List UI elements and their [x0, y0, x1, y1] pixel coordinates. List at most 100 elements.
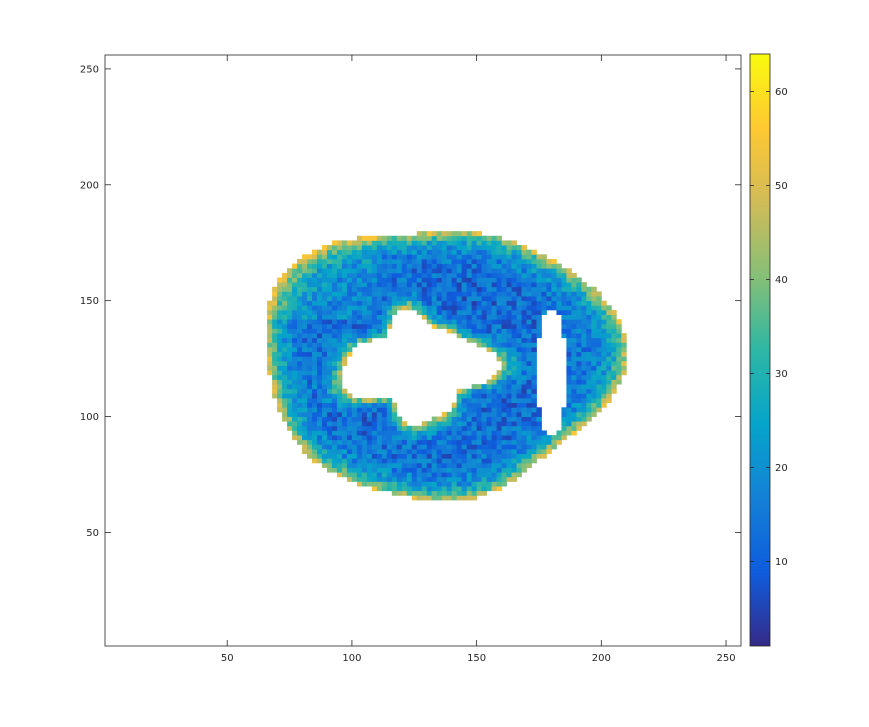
heatmap-cell: [282, 286, 288, 292]
heatmap-cell: [456, 407, 463, 413]
heatmap-cell: [386, 254, 393, 260]
heatmap-cell: [441, 291, 448, 297]
heatmap-cell: [521, 351, 527, 357]
heatmap-cell: [496, 449, 502, 455]
heatmap-cell: [267, 328, 273, 334]
heatmap-cell: [321, 351, 328, 357]
heatmap-cell: [381, 435, 388, 441]
heatmap-cell: [426, 291, 433, 297]
heatmap-cell: [351, 453, 358, 459]
heatmap-cell: [371, 309, 378, 315]
heatmap-cell: [436, 430, 443, 436]
heatmap-cell: [302, 444, 308, 450]
heatmap-cell: [287, 351, 293, 357]
heatmap-cell: [501, 370, 507, 376]
plot-frame: [104, 54, 742, 647]
heatmap-cell: [307, 305, 313, 311]
heatmap-cell: [431, 416, 438, 422]
heatmap-cell: [476, 453, 483, 459]
heatmap-cell: [526, 286, 532, 292]
heatmap-cell: [461, 416, 468, 422]
heatmap-cell: [551, 286, 557, 292]
heatmap-cell: [356, 476, 363, 482]
heatmap-cell: [581, 337, 587, 343]
heatmap-cell: [501, 435, 507, 441]
heatmap-cell: [521, 309, 527, 315]
heatmap-cell: [267, 309, 273, 315]
heatmap-cell: [461, 319, 468, 325]
heatmap-cell: [386, 453, 393, 459]
heatmap-cell: [321, 384, 328, 390]
heatmap-cell: [526, 347, 532, 353]
heatmap-cell: [307, 416, 313, 422]
heatmap-cell: [566, 300, 572, 306]
heatmap-cell: [406, 268, 413, 274]
heatmap-cell: [456, 305, 463, 311]
heatmap-cell: [431, 486, 438, 492]
heatmap-cell: [336, 430, 343, 436]
heatmap-cell: [491, 235, 497, 241]
heatmap-cell: [521, 254, 527, 260]
heatmap-cell: [406, 305, 413, 311]
heatmap-cell: [312, 328, 318, 334]
heatmap-cell: [581, 407, 587, 413]
heatmap-cell: [371, 453, 378, 459]
heatmap-cell: [431, 458, 438, 464]
heatmap-cell: [326, 323, 333, 329]
heatmap-cell: [551, 444, 557, 450]
heatmap-cell: [526, 263, 532, 269]
heatmap-cell: [411, 300, 418, 306]
heatmap-cell: [566, 272, 572, 278]
heatmap-cell: [511, 309, 517, 315]
heatmap-cell: [491, 272, 497, 278]
heatmap-cell: [312, 407, 318, 413]
heatmap-cell: [267, 333, 273, 339]
heatmap-cell: [566, 360, 572, 366]
heatmap-cell: [406, 486, 413, 492]
heatmap-cell: [471, 472, 478, 478]
heatmap-cell: [307, 430, 313, 436]
heatmap-cell: [441, 453, 448, 459]
heatmap-cell: [591, 360, 597, 366]
heatmap-cell: [282, 402, 288, 408]
heatmap-cell: [521, 444, 527, 450]
heatmap-cell: [326, 337, 333, 343]
heatmap-cell: [351, 328, 358, 334]
heatmap-cell: [426, 240, 433, 246]
heatmap-cell: [501, 300, 507, 306]
heatmap-cell: [606, 370, 612, 376]
heatmap-cell: [466, 481, 473, 487]
heatmap-cell: [321, 309, 328, 315]
heatmap-cell: [371, 249, 378, 255]
heatmap-cell: [491, 472, 497, 478]
heatmap-cell: [391, 453, 398, 459]
heatmap-cell: [317, 337, 323, 343]
heatmap-cell: [431, 305, 438, 311]
heatmap-cell: [341, 416, 348, 422]
heatmap-cell: [506, 337, 512, 343]
heatmap-cell: [376, 245, 383, 251]
heatmap-cell: [307, 402, 313, 408]
heatmap-cell: [501, 444, 507, 450]
heatmap-cell: [486, 286, 492, 292]
heatmap-cell: [571, 388, 577, 394]
heatmap-cell: [561, 277, 567, 283]
heatmap-cell: [292, 305, 298, 311]
heatmap-cell: [277, 319, 283, 325]
heatmap-cell: [526, 305, 532, 311]
heatmap-cell: [411, 240, 418, 246]
heatmap-cell: [307, 407, 313, 413]
heatmap-cell: [531, 393, 537, 399]
heatmap-cell: [471, 393, 478, 399]
heatmap-cell: [606, 360, 612, 366]
heatmap-cell: [416, 235, 423, 241]
heatmap-cell: [371, 258, 378, 264]
heatmap-cell: [586, 374, 592, 380]
heatmap-cell: [526, 356, 532, 362]
heatmap-cell: [451, 472, 458, 478]
heatmap-cell: [401, 449, 408, 455]
heatmap-cell: [476, 254, 483, 260]
y-tick-label: 200: [80, 180, 99, 191]
heatmap-cell: [511, 453, 517, 459]
heatmap-cell: [287, 333, 293, 339]
